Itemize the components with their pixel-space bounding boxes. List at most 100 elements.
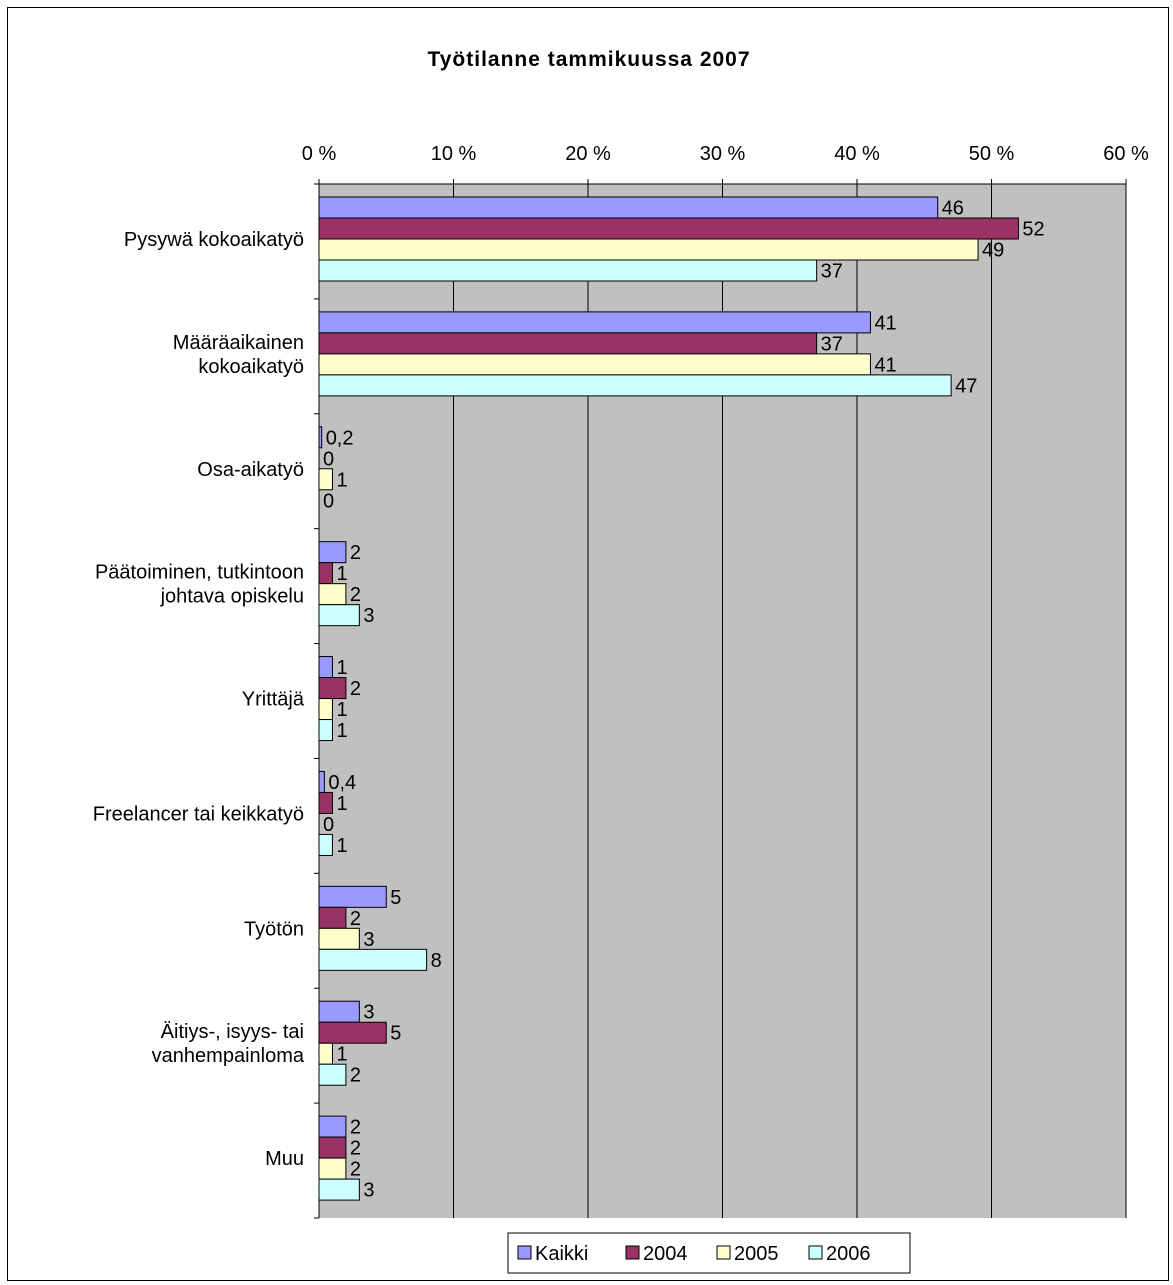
category-label: Osa-aikatyö [197, 459, 304, 481]
legend-swatch-2006 [808, 1245, 823, 1260]
legend-label: Kaikki [535, 1243, 588, 1265]
category-label-line: Osa-aikatyö [197, 459, 304, 481]
category-label-line: Freelancer tai keikkatyö [93, 803, 304, 825]
bar-2006 [318, 259, 818, 282]
x-tick-label: 40 % [834, 143, 880, 165]
category-label-line: Työtön [244, 918, 304, 940]
bar-kaikki [318, 311, 871, 334]
data-label: 5 [390, 887, 401, 909]
chart-canvas: Työtilanne tammikuussa 2007 0 % 10 % 20 % 3… [93, 48, 1149, 1274]
data-label: 2 [350, 908, 361, 930]
category-label: Yrittäjä [242, 689, 305, 711]
data-label: 2 [350, 678, 361, 700]
bar-kaikki [318, 426, 323, 449]
category-label: Päätoiminen, tutkintoon johtava opiskelu [95, 562, 304, 608]
legend-swatch-kaikki [517, 1245, 532, 1260]
x-tick-label: 20 % [565, 143, 611, 165]
bar-2005 [318, 927, 360, 950]
bar-2006 [318, 833, 333, 856]
data-label: 41 [874, 354, 896, 376]
bar-2006 [318, 948, 428, 971]
category-label-line: Päätoiminen, tutkintoon [95, 562, 304, 584]
data-label: 1 [336, 469, 347, 491]
x-tick-label: 50 % [969, 143, 1015, 165]
data-label: 46 [942, 198, 964, 220]
category-label: Määräaikainen kokoaikatyö [173, 332, 304, 378]
category-label-line: Äitiys-, isyys- tai [161, 1021, 304, 1043]
data-label: 2 [350, 542, 361, 564]
data-label: 0 [323, 490, 334, 512]
bar-2004 [318, 562, 333, 585]
bar-2006 [318, 374, 952, 397]
data-label: 1 [336, 699, 347, 721]
data-label: 37 [821, 261, 843, 283]
bar-2006 [318, 1063, 347, 1086]
category-label: Muu [265, 1148, 304, 1170]
bar-2004 [318, 791, 333, 814]
bar-2005 [318, 583, 347, 606]
legend-label: 2004 [643, 1243, 688, 1265]
category-label-line: Yrittäjä [242, 689, 305, 711]
data-label: 52 [1022, 219, 1044, 241]
data-label: 2 [350, 584, 361, 606]
data-label: 1 [336, 1044, 347, 1066]
bar-2004 [318, 1021, 387, 1044]
data-label: 0,4 [328, 772, 356, 794]
data-label: 3 [363, 1180, 374, 1202]
legend: Kaikki 2004 2005 2006 [507, 1232, 911, 1274]
data-label: 5 [390, 1023, 401, 1045]
bar-2004 [318, 677, 347, 700]
data-label: 1 [336, 793, 347, 815]
data-label: 8 [431, 950, 442, 972]
x-tick-label: 10 % [431, 143, 477, 165]
x-tick-label: 60 % [1103, 143, 1149, 165]
bar-2006 [318, 719, 333, 742]
bar-2005 [318, 468, 333, 491]
legend-label: 2006 [826, 1243, 871, 1265]
bar-kaikki [318, 1115, 347, 1138]
data-label: 0,2 [326, 427, 354, 449]
data-label: 2 [350, 1117, 361, 1139]
bar-2004 [318, 217, 1019, 240]
data-label: 2 [350, 1065, 361, 1087]
data-label: 3 [363, 929, 374, 951]
legend-swatch-2004 [625, 1245, 640, 1260]
category-label-line: Pysywä kokoaikatyö [124, 229, 304, 251]
data-label: 47 [955, 375, 977, 397]
data-label: 2 [350, 1159, 361, 1181]
chart-frame: Työtilanne tammikuussa 2007 0 % 10 % 20 % 3… [7, 7, 1169, 1281]
data-label: 2 [350, 1138, 361, 1160]
bar-2005 [318, 238, 979, 261]
bar-2006 [318, 604, 360, 627]
data-label: 0 [323, 448, 334, 470]
data-label: 1 [336, 835, 347, 857]
chart-title: Työtilanne tammikuussa 2007 [427, 48, 750, 71]
category-label-line: kokoaikatyö [198, 356, 304, 378]
bar-2004 [318, 906, 347, 929]
bar-kaikki [318, 196, 939, 219]
legend-swatch-2005 [716, 1245, 731, 1260]
legend-box [507, 1232, 911, 1274]
data-label: 3 [363, 1002, 374, 1024]
category-label: Freelancer tai keikkatyö [93, 803, 304, 825]
bar-kaikki [318, 656, 333, 679]
category-label-line: Muu [265, 1148, 304, 1170]
bar-kaikki [318, 541, 347, 564]
bar-2005 [318, 353, 871, 376]
legend-label: 2005 [734, 1243, 779, 1265]
category-label: Äitiys-, isyys- tai vanhempainloma [152, 1021, 305, 1067]
bar-2004 [318, 332, 818, 355]
category-label: Työtön [244, 918, 304, 940]
data-label: 41 [874, 312, 896, 334]
x-tick-label: 0 % [302, 143, 337, 165]
category-label-line: Määräaikainen [173, 332, 304, 354]
data-label: 1 [336, 720, 347, 742]
bar-kaikki [318, 770, 325, 793]
category-label-line: johtava opiskelu [160, 586, 304, 608]
bar-kaikki [318, 885, 387, 908]
data-label: 0 [323, 814, 334, 836]
data-label: 1 [336, 657, 347, 679]
category-label-line: vanhempainloma [152, 1045, 305, 1067]
x-tick-label: 30 % [700, 143, 746, 165]
data-label: 3 [363, 605, 374, 627]
